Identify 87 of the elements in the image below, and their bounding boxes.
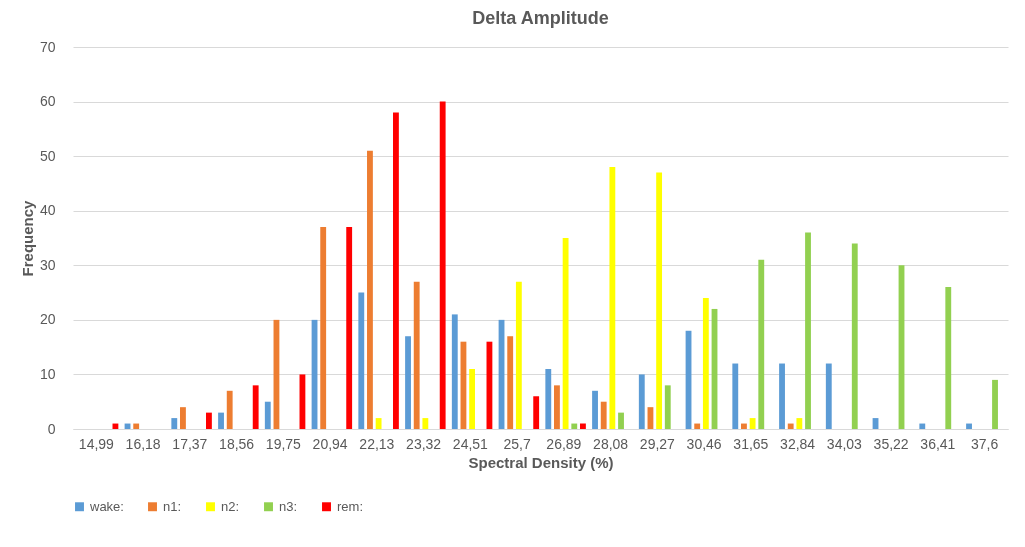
x-tick-label: 34,03 [826, 435, 863, 452]
x-tick-label: 37,6 [971, 435, 999, 452]
x-tick-label: 17,37 [172, 435, 208, 452]
bar [664, 385, 671, 429]
bar [919, 423, 926, 429]
y-tick-label: 10 [39, 365, 56, 382]
y-tick-label: 30 [39, 256, 56, 273]
x-tick-label: 20,94 [312, 435, 348, 452]
bar [133, 423, 140, 429]
bar [533, 396, 540, 429]
legend-label: n1: [163, 498, 182, 514]
bar [252, 385, 259, 429]
bar [609, 167, 616, 429]
bar [618, 412, 624, 429]
chart-title: Delta Amplitude [472, 8, 609, 28]
bar [638, 374, 645, 429]
bar [171, 418, 178, 429]
bar [451, 314, 458, 429]
bar [393, 112, 399, 429]
bar [851, 243, 858, 429]
bar [562, 238, 569, 429]
bar [507, 336, 514, 429]
bar [741, 423, 747, 429]
y-tick-label: 50 [39, 147, 56, 164]
x-axis-title: Spectral Density (%) [468, 453, 614, 471]
x-tick-label: 22,13 [359, 435, 395, 452]
bar [375, 418, 382, 429]
bar [805, 232, 811, 429]
y-tick-label: 60 [39, 93, 56, 110]
legend-label: n2: [221, 498, 240, 514]
bar [749, 418, 756, 429]
x-tick-label: 19,75 [265, 435, 302, 452]
y-axis-title: Frequency [18, 199, 36, 277]
bar [592, 390, 598, 429]
legend-label: n3: [279, 498, 298, 514]
legend-label: wake: [89, 498, 124, 514]
legend-label: rem: [337, 498, 363, 514]
x-tick-label: 35,22 [873, 435, 909, 452]
bar [405, 336, 411, 429]
bar [422, 418, 429, 429]
x-tick-label: 29,27 [639, 435, 676, 452]
bar [787, 423, 794, 429]
x-tick-label: 23,32 [406, 435, 442, 452]
x-tick-label: 36,41 [920, 435, 956, 452]
bar [358, 292, 365, 429]
x-tick-label: 18,56 [219, 435, 255, 452]
x-tick-label: 26,89 [546, 435, 582, 452]
bar [580, 423, 586, 429]
bar [413, 281, 420, 429]
y-tick-label: 20 [39, 311, 56, 328]
bar [545, 368, 552, 429]
bar [825, 363, 832, 429]
x-tick-label: 24,51 [452, 435, 489, 452]
x-tick-label: 16,18 [125, 435, 161, 452]
bar [571, 423, 578, 429]
bar [758, 259, 765, 429]
x-tick-label: 32,84 [780, 435, 816, 452]
bar [702, 298, 709, 429]
bar [779, 363, 785, 429]
x-tick-label: 25,7 [503, 435, 531, 452]
bar [226, 390, 233, 429]
bar [320, 227, 327, 429]
bar [180, 407, 186, 429]
bar [732, 363, 739, 429]
y-tick-label: 0 [47, 420, 56, 437]
bar [346, 227, 353, 429]
bar [367, 150, 373, 429]
bar [992, 379, 998, 429]
bar [600, 401, 607, 429]
bar [554, 385, 560, 429]
bar [264, 401, 271, 429]
bar [694, 423, 701, 429]
bar [945, 287, 952, 429]
x-tick-label: 28,08 [593, 435, 629, 452]
y-tick-label: 70 [39, 38, 56, 55]
bar [469, 368, 476, 429]
x-tick-label: 30,46 [686, 435, 722, 452]
x-tick-label: 31,65 [733, 435, 769, 452]
bar [515, 281, 522, 429]
bar [218, 412, 224, 429]
bar [656, 172, 663, 429]
bar [796, 418, 803, 429]
x-tick-label: 14,99 [78, 435, 115, 452]
bar [206, 412, 212, 429]
y-tick-label: 40 [39, 202, 56, 219]
bar [439, 101, 446, 429]
bar [966, 423, 972, 429]
